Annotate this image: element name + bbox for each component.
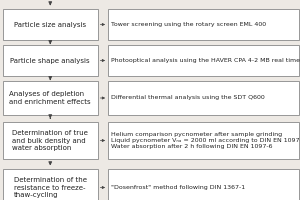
Text: Determination of the
resistance to freeze-
thaw-cycling: Determination of the resistance to freez… (14, 177, 87, 198)
Text: Particle shape analysis: Particle shape analysis (11, 58, 90, 64)
Bar (108, 122, 298, 159)
Bar (3, 169, 98, 200)
Bar (108, 9, 298, 40)
Bar (3, 122, 98, 159)
Text: Analyses of depletion
and enrichment effects: Analyses of depletion and enrichment eff… (9, 91, 91, 105)
Bar (108, 45, 298, 76)
Bar (3, 81, 98, 115)
Bar (108, 81, 298, 115)
Text: Helium comparison pycnometer after sample grinding
Liquid pycnometer Vₙₐ = 2000 : Helium comparison pycnometer after sampl… (111, 132, 300, 149)
Bar (3, 45, 98, 76)
Text: Particle size analysis: Particle size analysis (14, 21, 86, 27)
Text: "Dosenfrost" method following DIN 1367-1: "Dosenfrost" method following DIN 1367-1 (111, 185, 245, 190)
Text: Tower screening using the rotary screen EML 400: Tower screening using the rotary screen … (111, 22, 266, 27)
Text: Differential thermal analysis using the SDT Q600: Differential thermal analysis using the … (111, 96, 265, 100)
Text: Photooptical analysis using the HAVER CPA 4-2 MB real time: Photooptical analysis using the HAVER CP… (111, 58, 300, 63)
Bar (108, 169, 298, 200)
Bar (3, 9, 98, 40)
Text: Determination of true
and bulk density and
water absorption: Determination of true and bulk density a… (12, 130, 88, 151)
